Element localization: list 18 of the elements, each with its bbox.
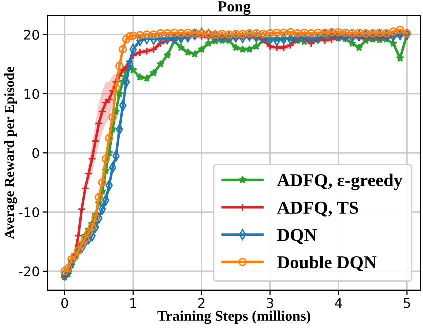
y-tick-label: 10: [24, 89, 40, 100]
x-tick-label: 5: [404, 298, 410, 308]
x-tick-label: 0: [62, 298, 68, 308]
y-tick-label: 0: [32, 148, 40, 158]
legend-label: ADFQ, TS: [277, 202, 358, 217]
chart-title: Pong: [218, 2, 251, 16]
y-tick-label: -20: [19, 266, 40, 277]
legend-label: Double DQN: [277, 256, 377, 272]
x-axis-title: Training Steps (millions): [158, 310, 311, 324]
x-tick-label: 4: [335, 298, 342, 308]
y-tick-label: -10: [19, 208, 40, 218]
y-axis-title: Average Reward per Episode: [4, 67, 18, 240]
y-tick-label: 20: [24, 30, 40, 40]
x-tick-label: 2: [198, 298, 205, 308]
legend-label: DQN: [277, 229, 317, 244]
x-tick-label: 3: [267, 298, 274, 308]
x-tick-label: 1: [130, 298, 136, 308]
legend-label: ADFQ, ε-greedy: [277, 174, 403, 190]
